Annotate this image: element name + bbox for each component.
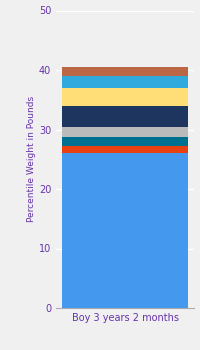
Bar — [62, 106, 188, 127]
Bar — [62, 126, 188, 137]
Bar — [62, 88, 188, 106]
Bar — [62, 153, 188, 308]
Bar — [62, 146, 188, 153]
Bar — [62, 76, 188, 88]
Bar — [62, 137, 188, 146]
Y-axis label: Percentile Weight in Pounds: Percentile Weight in Pounds — [27, 96, 36, 222]
Bar — [62, 67, 188, 76]
